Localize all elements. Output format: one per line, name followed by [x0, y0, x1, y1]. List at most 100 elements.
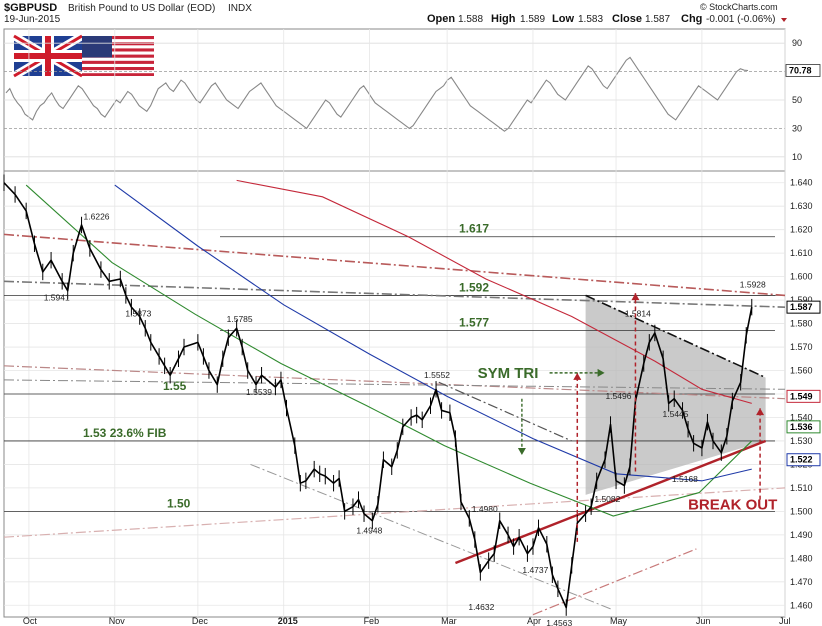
level-label: 1.50 — [167, 496, 191, 510]
breakout-annotation: BREAK OUT — [688, 496, 777, 513]
channel-line-grey — [250, 463, 614, 611]
support-trendline — [454, 439, 767, 565]
axis-layer: 103050709070.781.4601.4701.4801.4901.500… — [23, 38, 821, 626]
arrow-head-icon — [573, 372, 582, 380]
indicator-line — [5, 56, 749, 132]
peak-label: 1.5168 — [672, 474, 698, 484]
us-flag-icon — [82, 36, 154, 76]
close-value: 1.587 — [645, 14, 670, 25]
close-label: Close — [612, 13, 642, 25]
level-label: 1.617 — [459, 222, 489, 236]
peak-label: 1.5785 — [227, 314, 253, 324]
value-box — [786, 453, 821, 467]
price-tick-label: 1.490 — [790, 530, 813, 540]
chg-label: Chg — [681, 13, 702, 25]
x-tick-label: Nov — [109, 616, 126, 626]
value-box-label: 1.587 — [790, 302, 813, 312]
price-tick-label: 1.630 — [790, 201, 813, 211]
price-tick-label: 1.590 — [790, 295, 813, 305]
indicator-layer — [4, 42, 785, 158]
peak-label: 1.6226 — [84, 212, 110, 222]
peak-label: 1.5941 — [44, 292, 70, 302]
arrow-right-icon — [597, 368, 605, 377]
peak-label: 1.4948 — [356, 526, 382, 536]
instrument-name: British Pound to US Dollar (EOD) — [68, 3, 215, 14]
price-tick-label: 1.580 — [790, 319, 813, 329]
price-tick-label: 1.500 — [790, 506, 813, 516]
price-line — [3, 182, 753, 609]
price-tick-label: 1.640 — [790, 178, 813, 188]
open-label: Open — [427, 13, 455, 25]
channel-line-red — [532, 548, 697, 616]
value-box-label: 1.522 — [790, 455, 813, 465]
downtrend-line-grey — [3, 280, 786, 308]
value-box-label: 1.549 — [790, 391, 813, 401]
flat-line-mid — [3, 379, 786, 390]
moving-average-line — [114, 184, 752, 482]
low-value: 1.583 — [578, 14, 603, 25]
price-tick-label: 1.540 — [790, 412, 813, 422]
price-tick-label: 1.570 — [790, 342, 813, 352]
high-label: High — [491, 13, 516, 25]
x-tick-label: May — [610, 616, 628, 626]
indicator-tick-label: 50 — [792, 95, 802, 105]
x-tick-label: Jun — [696, 616, 711, 626]
moving-average-line — [25, 184, 753, 517]
chart-date: 19-Jun-2015 — [4, 14, 61, 25]
downtrend-line-upper — [3, 233, 786, 297]
price-tick-label: 1.560 — [790, 366, 813, 376]
arrow-down-icon — [517, 447, 526, 455]
arrow-head-icon — [756, 408, 765, 416]
x-tick-label: Jul — [779, 616, 791, 626]
indicator-value-box — [785, 64, 821, 77]
peak-label: 1.4563 — [546, 618, 572, 626]
sym-tri-approach-line — [438, 381, 572, 442]
x-tick-label: Mar — [441, 616, 457, 626]
peak-label: 1.5445 — [663, 409, 689, 419]
peak-label: 1.5496 — [605, 391, 631, 401]
peak-label: 1.5928 — [740, 280, 766, 290]
exchange: INDX — [228, 3, 252, 14]
ohlc-readout: Open 1.588 High 1.589 Low 1.583 Close 1.… — [427, 13, 787, 25]
gb-flag-icon — [11, 32, 85, 80]
symbol: $GBPUSD — [4, 2, 57, 14]
peak-label: 1.5082 — [594, 494, 620, 504]
level-label: 1.577 — [459, 316, 489, 330]
open-value: 1.588 — [458, 14, 483, 25]
peak-label: 1.4737 — [522, 565, 548, 575]
price-tick-label: 1.530 — [790, 436, 813, 446]
downtrend-line-mid — [3, 365, 786, 400]
level-label: 1.55 — [163, 379, 187, 393]
peak-label: 1.5552 — [424, 370, 450, 380]
high-value: 1.589 — [520, 14, 545, 25]
x-tick-label: Feb — [364, 616, 380, 626]
triangle-upper-line — [585, 294, 766, 379]
level-label: 1.592 — [459, 280, 489, 294]
low-label: Low — [552, 13, 574, 25]
peak-label: 1.4980 — [472, 504, 498, 514]
price-tick-label: 1.470 — [790, 577, 813, 587]
x-tick-label: Oct — [23, 616, 38, 626]
price-tick-label: 1.600 — [790, 272, 813, 282]
level-label: 1.53 23.6% FIB — [83, 426, 167, 440]
watermark: © StockCharts.com — [700, 2, 778, 12]
x-tick-label: Dec — [192, 616, 209, 626]
moving-average-line — [236, 179, 752, 404]
value-box — [786, 420, 821, 434]
indicator-tick-label: 30 — [792, 123, 802, 133]
peak-label: 1.5539 — [246, 387, 272, 397]
indicator-tick-label: 90 — [792, 38, 802, 48]
price-tick-label: 1.610 — [790, 248, 813, 258]
sym-tri-annotation: SYM TRI — [478, 365, 539, 382]
chg-value: -0.001 (-0.06%) — [706, 14, 775, 25]
uptrend-line-low — [3, 487, 786, 538]
indicator-tick-label: 10 — [792, 152, 802, 162]
arrow-head-icon — [631, 293, 640, 301]
peak-label: 1.4632 — [468, 602, 494, 612]
price-tick-label: 1.620 — [790, 225, 813, 235]
value-box — [786, 389, 821, 403]
value-box — [786, 300, 821, 314]
peak-label: 1.5814 — [625, 308, 651, 318]
price-layer: 1.617 1.592 1.577 1.55 1.53 23.6% FIB 1.50 1.6… — [3, 29, 786, 626]
